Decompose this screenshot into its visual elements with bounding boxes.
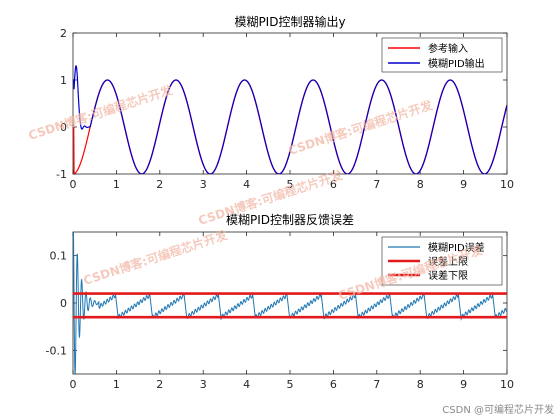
top-xtick-label: 6 [330, 178, 337, 191]
top-ytick-label: 1 [60, 74, 67, 87]
bottom-xtick-label: 6 [330, 378, 337, 391]
bottom-ytick-label: -0.1 [46, 344, 67, 357]
top-xtick-label: 8 [417, 178, 424, 191]
top-ytick-label: -1 [56, 168, 67, 181]
series-fuzzy-pid-output-line [73, 65, 507, 174]
bottom-xtick-label: 5 [287, 378, 294, 391]
bottom-legend-entry: 模糊PID误差 [428, 241, 485, 254]
footer-credit: CSDN @可编程芯片开发 [442, 405, 554, 416]
bottom-ytick-label: 0 [60, 297, 67, 310]
bottom-legend-entry: 误差上限 [428, 255, 468, 268]
bottom-xtick-label: 8 [417, 378, 424, 391]
top-xtick-label: 2 [156, 178, 163, 191]
top-xtick-label: 10 [500, 178, 514, 191]
top-ytick-label: 0 [60, 121, 67, 134]
bottom-legend-entry: 误差下限 [428, 269, 468, 282]
top-xtick-label: 0 [70, 178, 77, 191]
bottom-chart-title: 模糊PID控制器反馈误差 [226, 212, 354, 227]
bottom-xtick-label: 3 [200, 378, 207, 391]
bottom-xtick-label: 2 [156, 378, 163, 391]
bottom-xtick-label: 4 [243, 378, 250, 391]
bottom-xtick-label: 10 [500, 378, 514, 391]
bottom-ytick-label: 0.1 [50, 250, 68, 263]
bottom-xtick-label: 9 [460, 378, 467, 391]
top-chart-title: 模糊PID控制器输出y [234, 14, 345, 29]
top-ytick-label: 2 [60, 27, 67, 40]
bottom-xtick-label: 7 [373, 378, 380, 391]
top-legend-entry: 参考输入 [428, 42, 468, 55]
top-xtick-label: 9 [460, 178, 467, 191]
top-xtick-label: 5 [287, 178, 294, 191]
top-legend-entry: 模糊PID输出 [428, 57, 485, 70]
top-xtick-label: 3 [200, 178, 207, 191]
top-xtick-label: 4 [243, 178, 250, 191]
top-legend-box [381, 37, 503, 73]
top-xtick-label: 1 [113, 178, 120, 191]
bottom-xtick-label: 0 [70, 378, 77, 391]
bottom-axes: 模糊PID控制器反馈误差 0 1 2 3 4 5 6 7 8 9 10 -0.1 0 0.1 模糊PID误… [46, 212, 514, 391]
top-xtick-label: 7 [373, 178, 380, 191]
bottom-xtick-label: 1 [113, 378, 120, 391]
